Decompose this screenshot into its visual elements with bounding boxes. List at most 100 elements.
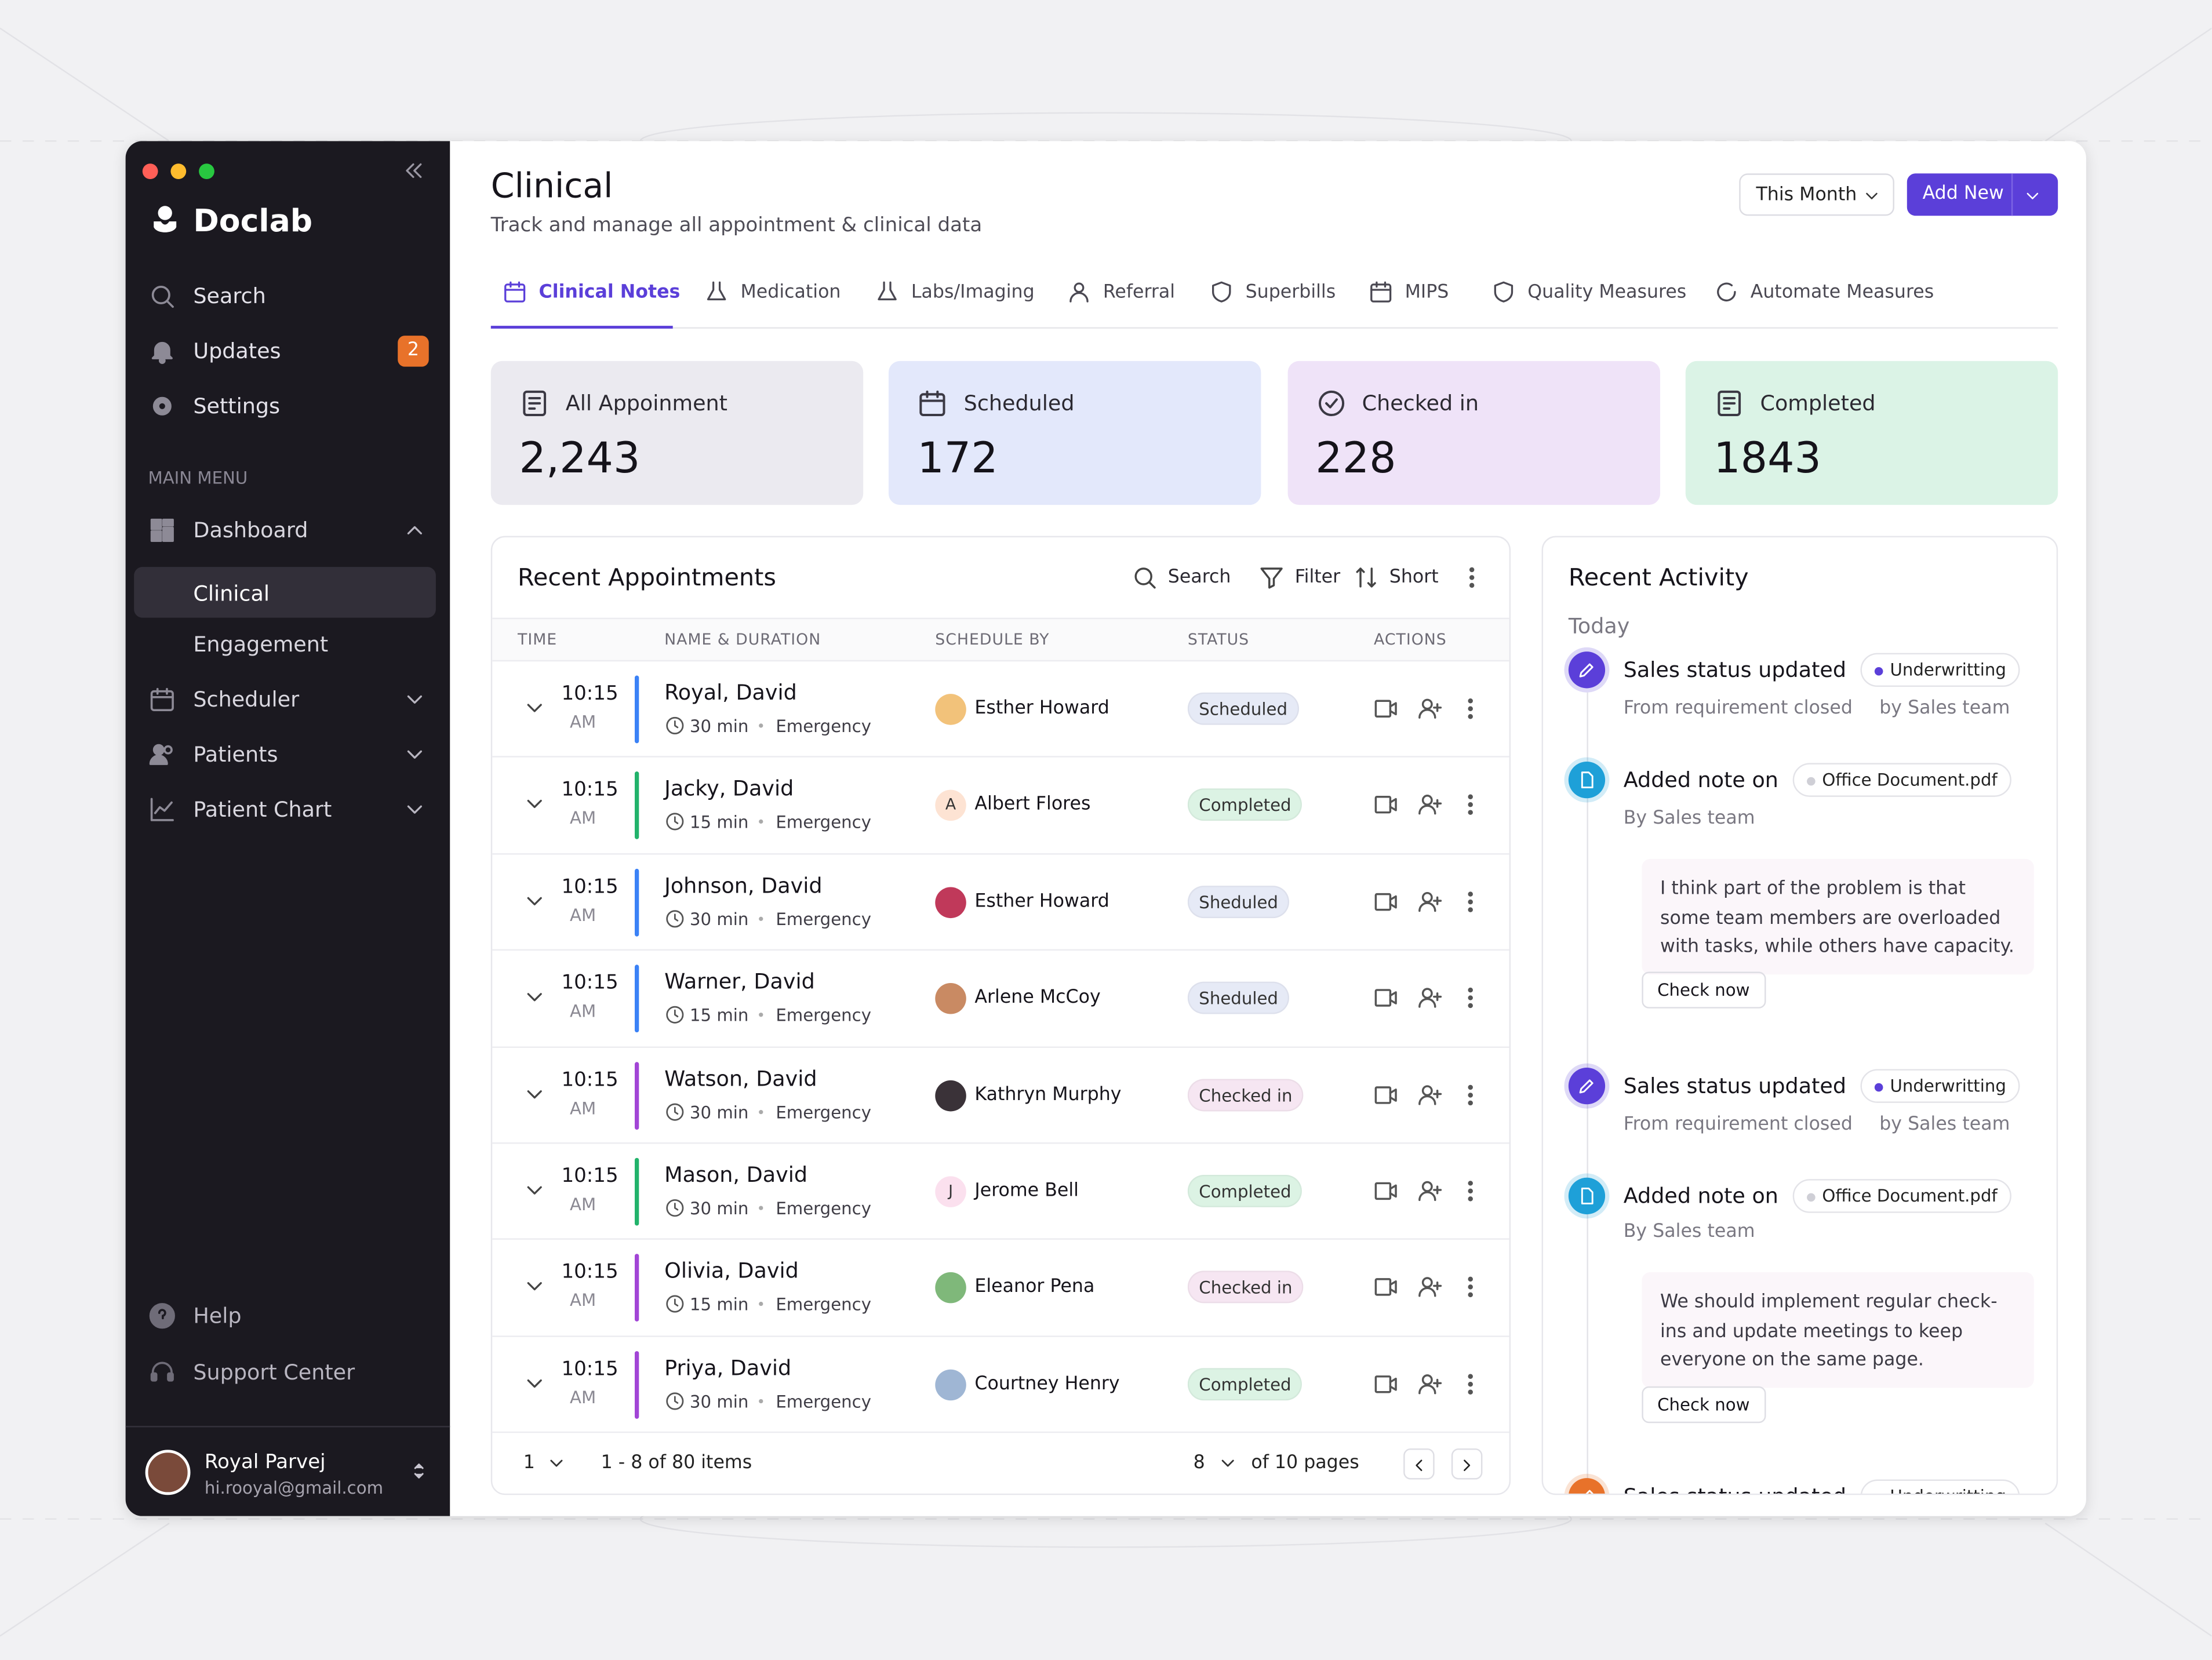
- avatar: [935, 1272, 966, 1304]
- tab[interactable]: Superbills: [1245, 282, 1336, 304]
- pager-button[interactable]: [1451, 1448, 1483, 1480]
- window-control[interactable]: [170, 163, 187, 180]
- add-user-action[interactable]: [1416, 1274, 1443, 1301]
- nav-item[interactable]: Support Center: [193, 1359, 355, 1385]
- nav-item[interactable]: Updates: [193, 338, 281, 364]
- expand-toggle[interactable]: [522, 1178, 547, 1203]
- tab[interactable]: Quality Measures: [1527, 282, 1687, 304]
- tool-icon[interactable]: [1258, 564, 1285, 591]
- row-menu[interactable]: [1457, 792, 1484, 818]
- more-button[interactable]: [1458, 564, 1485, 591]
- appointment-row[interactable]: 10:15 AM Priya, David 30 min Emergency Courtn…: [492, 1337, 1509, 1433]
- collapse-button[interactable]: [401, 158, 426, 184]
- menu-item[interactable]: Patient Chart: [193, 796, 332, 822]
- menu-item[interactable]: Patients: [193, 741, 278, 767]
- tab-icon[interactable]: [704, 279, 729, 305]
- tab-icon[interactable]: [1067, 279, 1092, 305]
- patient-name: Johnson, David: [664, 872, 823, 898]
- add-user-action[interactable]: [1416, 1178, 1443, 1204]
- video-action[interactable]: [1373, 792, 1399, 818]
- add-new-button[interactable]: Add New: [1907, 173, 2058, 216]
- menu-item[interactable]: Dashboard: [193, 518, 308, 543]
- expand-toggle[interactable]: [522, 985, 547, 1010]
- pager-button[interactable]: [1403, 1448, 1435, 1480]
- nav-item[interactable]: Help: [193, 1303, 242, 1329]
- chevron[interactable]: [402, 742, 427, 767]
- user-switch[interactable]: [408, 1459, 430, 1482]
- chevron[interactable]: [402, 518, 427, 543]
- tab-icon[interactable]: [1491, 279, 1516, 305]
- expand-toggle[interactable]: [522, 1081, 547, 1106]
- appointment-row[interactable]: 10:15 AM Watson, David 30 min Emergency Kathr…: [492, 1047, 1509, 1144]
- video-action[interactable]: [1373, 1371, 1399, 1397]
- menu-item[interactable]: Clinical: [193, 581, 270, 607]
- video-action[interactable]: [1373, 1274, 1399, 1301]
- tab-icon[interactable]: [502, 279, 527, 305]
- row-menu[interactable]: [1457, 985, 1484, 1011]
- chevron[interactable]: [2022, 185, 2042, 205]
- row-menu[interactable]: [1457, 888, 1484, 915]
- video-action[interactable]: [1373, 1178, 1399, 1204]
- row-menu[interactable]: [1457, 1081, 1484, 1108]
- expand-toggle[interactable]: [522, 1274, 547, 1299]
- tab[interactable]: Clinical Notes: [539, 282, 681, 304]
- chevron[interactable]: [402, 687, 427, 712]
- add-user-action[interactable]: [1416, 888, 1443, 915]
- tool-icon[interactable]: [1132, 564, 1158, 591]
- page-count: of 10 pages: [1251, 1452, 1359, 1474]
- window-control[interactable]: [142, 163, 158, 180]
- add-user-action[interactable]: [1416, 985, 1443, 1011]
- tab[interactable]: MIPS: [1405, 282, 1449, 304]
- chevron[interactable]: [402, 797, 427, 822]
- tool-button[interactable]: Short: [1389, 567, 1439, 588]
- appointment-row[interactable]: 10:15 AM Jacky, David 15 min Emergency A Alber…: [492, 758, 1509, 855]
- row-menu[interactable]: [1457, 696, 1484, 722]
- video-action[interactable]: [1373, 888, 1399, 915]
- expand-toggle[interactable]: [522, 696, 547, 721]
- nav-item[interactable]: Settings: [193, 393, 281, 419]
- period: AM: [570, 1387, 596, 1407]
- tool-button[interactable]: Filter: [1294, 567, 1341, 588]
- video-action[interactable]: [1373, 985, 1399, 1011]
- video-action[interactable]: [1373, 1081, 1399, 1108]
- chevron[interactable]: [546, 1452, 567, 1473]
- tab-icon[interactable]: [875, 279, 900, 305]
- appointment-row[interactable]: 10:15 AM Olivia, David 15 min Emergency Elean…: [492, 1240, 1509, 1337]
- appointment-row[interactable]: 10:15 AM Royal, David 30 min Emergency Esther…: [492, 661, 1509, 758]
- check-now-button[interactable]: Check now: [1642, 1386, 1766, 1424]
- video-action[interactable]: [1373, 696, 1399, 722]
- nav-item[interactable]: Search: [193, 283, 266, 309]
- row-menu[interactable]: [1457, 1178, 1484, 1204]
- add-user-action[interactable]: [1416, 792, 1443, 818]
- tab[interactable]: Referral: [1103, 282, 1176, 304]
- chevron[interactable]: [1217, 1452, 1238, 1473]
- window-control[interactable]: [199, 163, 214, 180]
- appointment-row[interactable]: 10:15 AM Johnson, David 30 min Emergency Esth…: [492, 854, 1509, 951]
- appointment-row[interactable]: 10:15 AM Mason, David 30 min Emergency J Jerom…: [492, 1144, 1509, 1240]
- icon-part: [1468, 1381, 1473, 1387]
- tool-button[interactable]: Search: [1167, 567, 1231, 588]
- period-select[interactable]: This Month: [1739, 173, 1894, 216]
- tab-icon[interactable]: [1209, 279, 1234, 305]
- tab[interactable]: Labs/Imaging: [911, 282, 1035, 304]
- add-user-action[interactable]: [1416, 1371, 1443, 1397]
- tab[interactable]: Medication: [740, 282, 841, 304]
- appointment-row[interactable]: 10:15 AM Warner, David 15 min Emergency Arlen…: [492, 951, 1509, 1047]
- menu-item[interactable]: Engagement: [193, 632, 329, 657]
- stat-card: Checked in 228: [1287, 361, 1660, 505]
- add-user-action[interactable]: [1416, 696, 1443, 722]
- add-user-action[interactable]: [1416, 1081, 1443, 1108]
- row-menu[interactable]: [1457, 1274, 1484, 1301]
- row-menu[interactable]: [1457, 1371, 1484, 1397]
- check-now-button[interactable]: Check now: [1642, 971, 1766, 1009]
- expand-toggle[interactable]: [522, 1371, 547, 1396]
- tool-icon[interactable]: [1353, 564, 1380, 591]
- tab-icon[interactable]: [1368, 279, 1394, 305]
- tab-icon[interactable]: [1713, 279, 1739, 305]
- tab[interactable]: Automate Measures: [1750, 282, 1934, 304]
- expand-toggle[interactable]: [522, 888, 547, 913]
- expand-toggle[interactable]: [522, 792, 547, 817]
- menu-item[interactable]: Scheduler: [193, 687, 300, 712]
- user-email: hi.rooyal@gmail.com: [204, 1478, 384, 1498]
- page-subtitle: Track and manage all appointment & clini…: [490, 214, 983, 237]
